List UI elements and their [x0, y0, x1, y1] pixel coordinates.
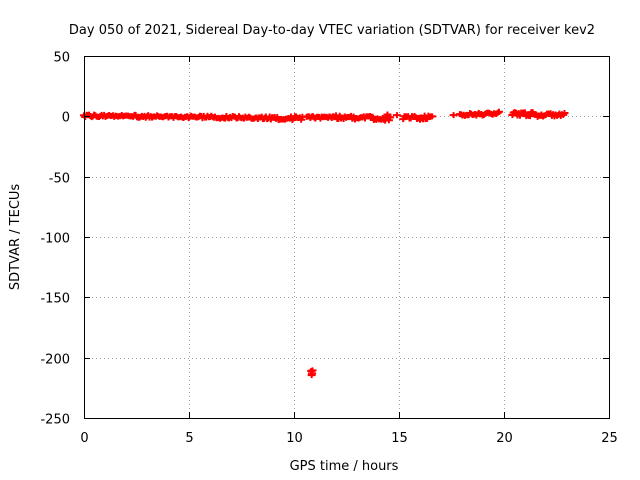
axis-ticks: [84, 56, 610, 419]
y-tick-label: -100: [40, 232, 70, 247]
data-point: [297, 116, 306, 123]
data-point: [383, 111, 392, 118]
x-tick-label: 5: [185, 431, 193, 446]
y-tick-label: -250: [40, 413, 70, 428]
data-point: [560, 110, 569, 117]
x-axis-label: GPS time / hours: [290, 459, 399, 474]
x-tick-label: 20: [496, 431, 513, 446]
data-point: [308, 367, 317, 374]
data-point: [449, 112, 458, 119]
y-tick-label: -200: [40, 353, 70, 368]
data-point: [416, 116, 424, 123]
data-point: [392, 112, 401, 119]
y-tick-label: -50: [49, 172, 70, 187]
gridlines: [84, 56, 609, 418]
x-tick-labels: 0 5 10 15 20 25: [80, 431, 617, 446]
x-tick-label: 10: [286, 431, 303, 446]
x-tick-label: 15: [391, 431, 408, 446]
x-tick-label: 0: [80, 431, 88, 446]
data-point: [428, 113, 437, 120]
y-tick-label: 50: [53, 51, 70, 66]
data-point: [494, 108, 503, 115]
y-tick-label: 0: [62, 111, 70, 126]
y-tick-label: -150: [40, 292, 70, 307]
chart-title: Day 050 of 2021, Sidereal Day-to-day VTE…: [69, 23, 595, 38]
data-points: [80, 108, 569, 379]
y-axis-label: SDTVAR / TECUs: [8, 184, 23, 291]
x-tick-label: 25: [601, 431, 618, 446]
y-tick-labels: -250 -200 -150 -100 -50 0 50: [40, 51, 70, 428]
